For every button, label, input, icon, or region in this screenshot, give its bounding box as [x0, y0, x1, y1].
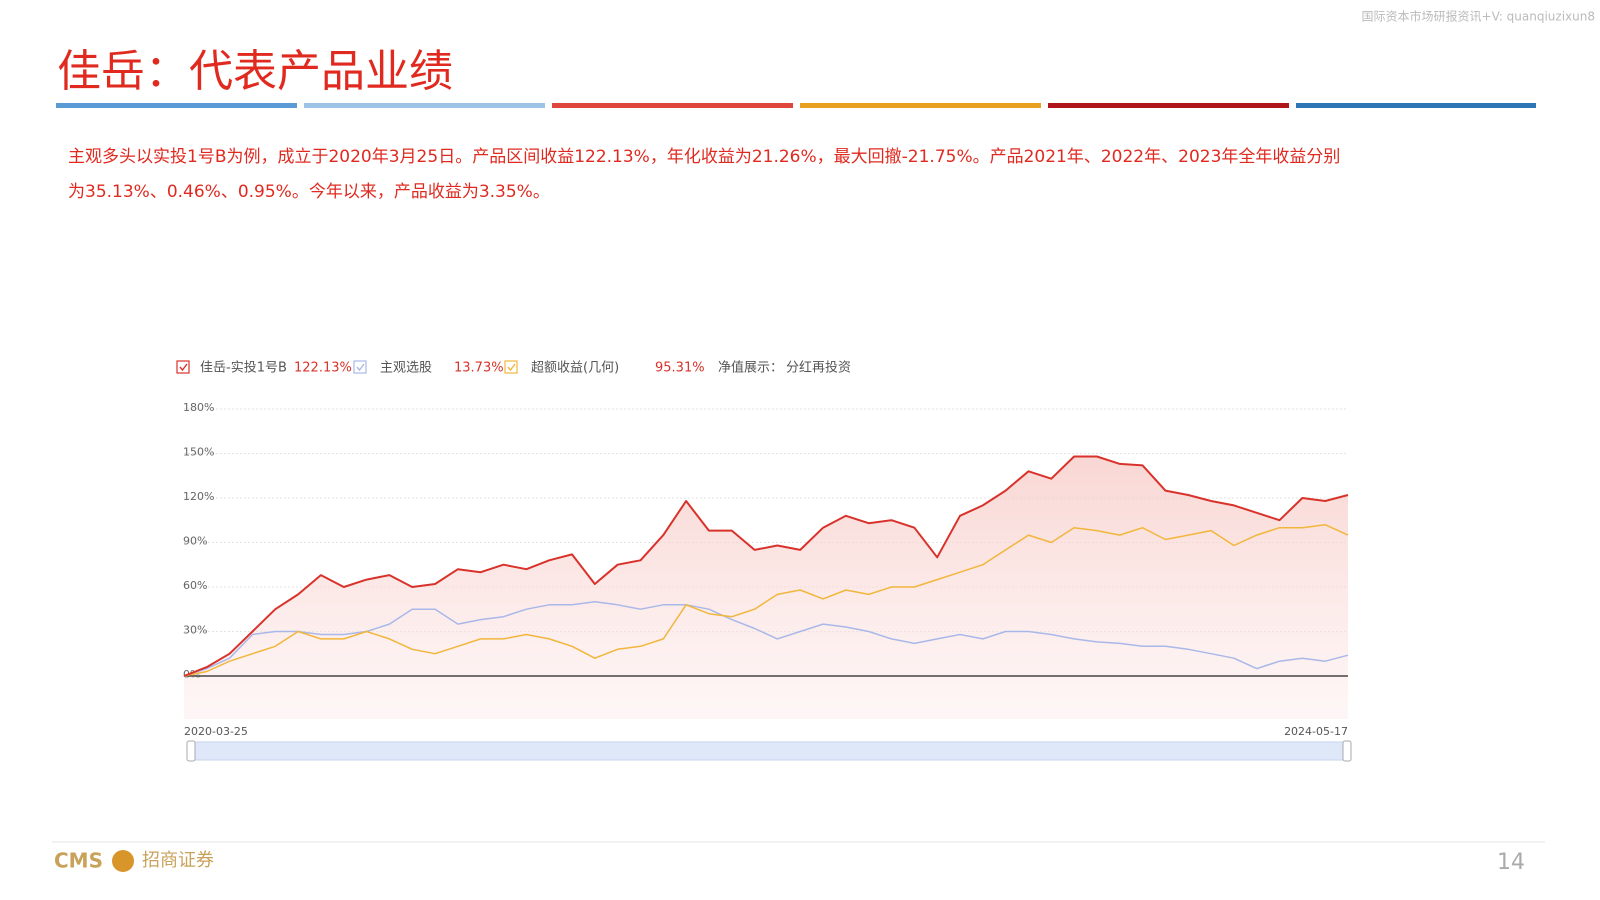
series-line [183, 455, 1349, 677]
body-text: 为35.13%、0.46%、0.95%。今年以来，产品收益为3.35%。 [68, 182, 550, 202]
range-slider [189, 741, 1351, 761]
x-tick-label: 2020-03-25 [184, 725, 248, 738]
legend-label: 佳岳-实投1号B [200, 360, 287, 376]
logo-icon [112, 850, 134, 872]
legend-label: 主观选股 [380, 361, 432, 376]
chart: 0%30%60%90%120%150%180%佳岳-实投1号B122.13%主观… [176, 360, 1352, 762]
slider-handle[interactable] [1342, 740, 1352, 762]
slide-title: 佳岳：代表产品业绩 [57, 46, 453, 97]
body-text: 主观多头以实投1号B为例，成立于2020年3月25日。产品区间收益122.13%… [68, 147, 1340, 167]
legend-check [179, 363, 188, 372]
title-rule [56, 103, 1536, 108]
page-number: 14 [1497, 850, 1525, 875]
y-tick-label: 150% [183, 445, 214, 458]
legend-extra-value[interactable]: 分红再投资 [786, 360, 851, 376]
slider-handle[interactable] [186, 740, 196, 762]
y-tick-label: 30% [183, 623, 207, 636]
legend-extra-label: 净值展示： [718, 360, 783, 376]
area-fill [184, 456, 1348, 719]
y-tick-label: 60% [183, 579, 207, 592]
legend-checkbox[interactable] [504, 360, 518, 374]
series-line [183, 601, 1349, 677]
legend-check [507, 363, 516, 372]
watermark: 国际资本市场研报资讯+V: quanqiuzixun8 [1362, 9, 1595, 24]
legend-label: 超额收益(几何) [531, 360, 619, 376]
y-tick-label: 120% [183, 490, 214, 503]
legend-checkbox[interactable] [176, 360, 190, 374]
x-tick-label: 2024-05-17 [1284, 725, 1348, 738]
series-line [183, 523, 1349, 677]
legend-check [356, 363, 365, 372]
y-tick-label: 90% [183, 534, 207, 547]
logo-text: 招商证券 [142, 850, 214, 870]
legend-value: 122.13% [294, 361, 352, 376]
legend-value: 95.31% [655, 361, 705, 376]
logo-text: CMS [54, 849, 103, 873]
y-tick-label: 180% [183, 401, 214, 414]
legend-value: 13.73% [454, 361, 504, 376]
legend-checkbox[interactable] [353, 360, 367, 374]
